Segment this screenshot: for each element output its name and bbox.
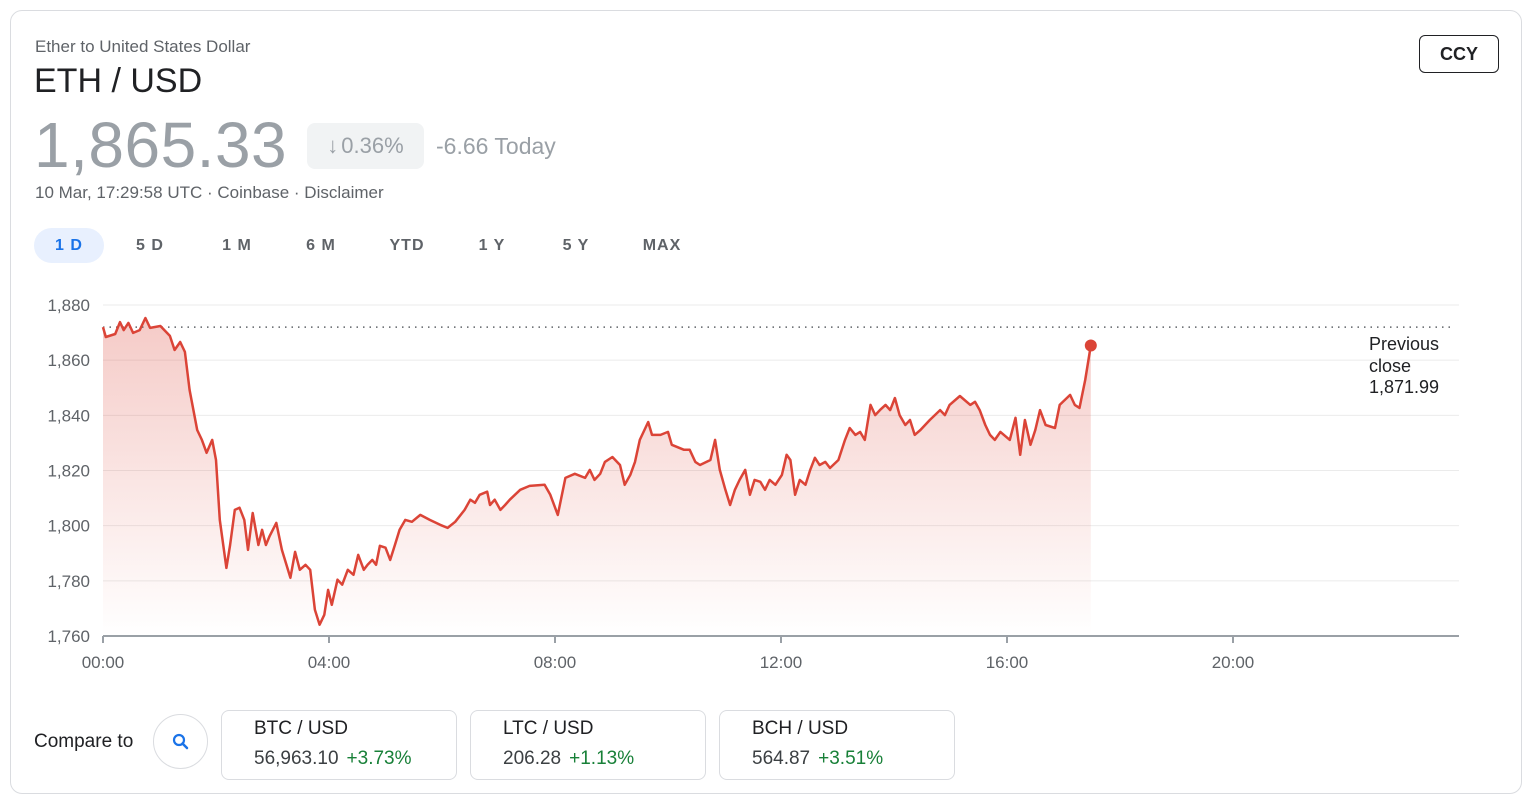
compare-value: 206.28 — [503, 748, 562, 769]
range-tab-1y[interactable]: 1 Y — [478, 237, 506, 254]
compare-value: 564.87 — [752, 748, 811, 769]
price-line — [101, 316, 1093, 626]
compare-search-button[interactable] — [153, 714, 208, 769]
range-tab-5y[interactable]: 5 Y — [562, 237, 590, 254]
previous-close-label: close — [1369, 356, 1411, 376]
compare-pair: BTC / USD — [254, 718, 348, 739]
page-title: ETH / USD — [34, 62, 203, 100]
price-area — [103, 318, 1091, 636]
quote-card — [10, 10, 1522, 794]
change-today: -6.66 Today — [436, 133, 556, 159]
range-tab-ytd[interactable]: YTD — [389, 237, 425, 254]
compare-change: +3.51% — [818, 748, 884, 769]
x-tick-label: 08:00 — [534, 653, 577, 672]
current-price: 1,865.33 — [34, 109, 288, 181]
change-percent: 0.36% — [341, 133, 404, 158]
arrow-down-icon: ↓ — [327, 133, 339, 158]
y-tick-label: 1,880 — [47, 296, 90, 315]
current-price-dot — [1084, 339, 1097, 352]
compare-change: +1.13% — [569, 748, 635, 769]
previous-close-value: 1,871.99 — [1369, 377, 1439, 397]
previous-close-label: Previous — [1369, 334, 1439, 354]
y-tick-label: 1,840 — [47, 406, 90, 425]
compare-change: +3.73% — [346, 748, 412, 769]
y-tick-label: 1,820 — [47, 462, 90, 481]
x-tick-label: 12:00 — [760, 653, 803, 672]
range-tab-1m[interactable]: 1 M — [222, 237, 252, 254]
compare-card[interactable]: BCH / USD 564.87 +3.51% — [719, 710, 955, 780]
x-tick-label: 20:00 — [1212, 653, 1255, 672]
change-badge: ↓ 0.36% — [307, 123, 424, 169]
range-tab-max[interactable]: MAX — [642, 237, 682, 254]
range-tab-1d[interactable]: 1 D — [34, 228, 104, 263]
compare-card[interactable]: BTC / USD 56,963.10 +3.73% — [221, 710, 457, 780]
compare-pair: BCH / USD — [752, 718, 849, 739]
range-tab-6m[interactable]: 6 M — [306, 237, 336, 254]
compare-label: Compare to — [34, 731, 134, 752]
compare-pair: LTC / USD — [503, 718, 594, 739]
y-tick-label: 1,860 — [47, 351, 90, 370]
y-tick-label: 1,780 — [47, 572, 90, 591]
search-icon — [172, 733, 188, 749]
compare-card[interactable]: LTC / USD 206.28 +1.13% — [470, 710, 706, 780]
x-tick-label: 16:00 — [986, 653, 1029, 672]
x-tick-label: 04:00 — [308, 653, 351, 672]
pair-full-name: Ether to United States Dollar — [35, 37, 251, 56]
range-tab-5d[interactable]: 5 D — [136, 237, 164, 254]
range-tabs: 1 D 5 D 1 M 6 M YTD 1 Y 5 Y MAX — [34, 228, 706, 263]
compare-value: 56,963.10 — [254, 748, 339, 769]
price-chart: Previous close 1,871.99 1,760 1,780 1,800 1… — [47, 296, 1459, 672]
y-tick-label: 1,760 — [47, 627, 90, 646]
y-tick-label: 1,800 — [47, 517, 90, 536]
quote-meta[interactable]: 10 Mar, 17:29:58 UTC · Coinbase · Discla… — [35, 183, 384, 202]
ccy-button[interactable]: CCY — [1419, 35, 1499, 73]
x-tick-label: 00:00 — [82, 653, 125, 672]
